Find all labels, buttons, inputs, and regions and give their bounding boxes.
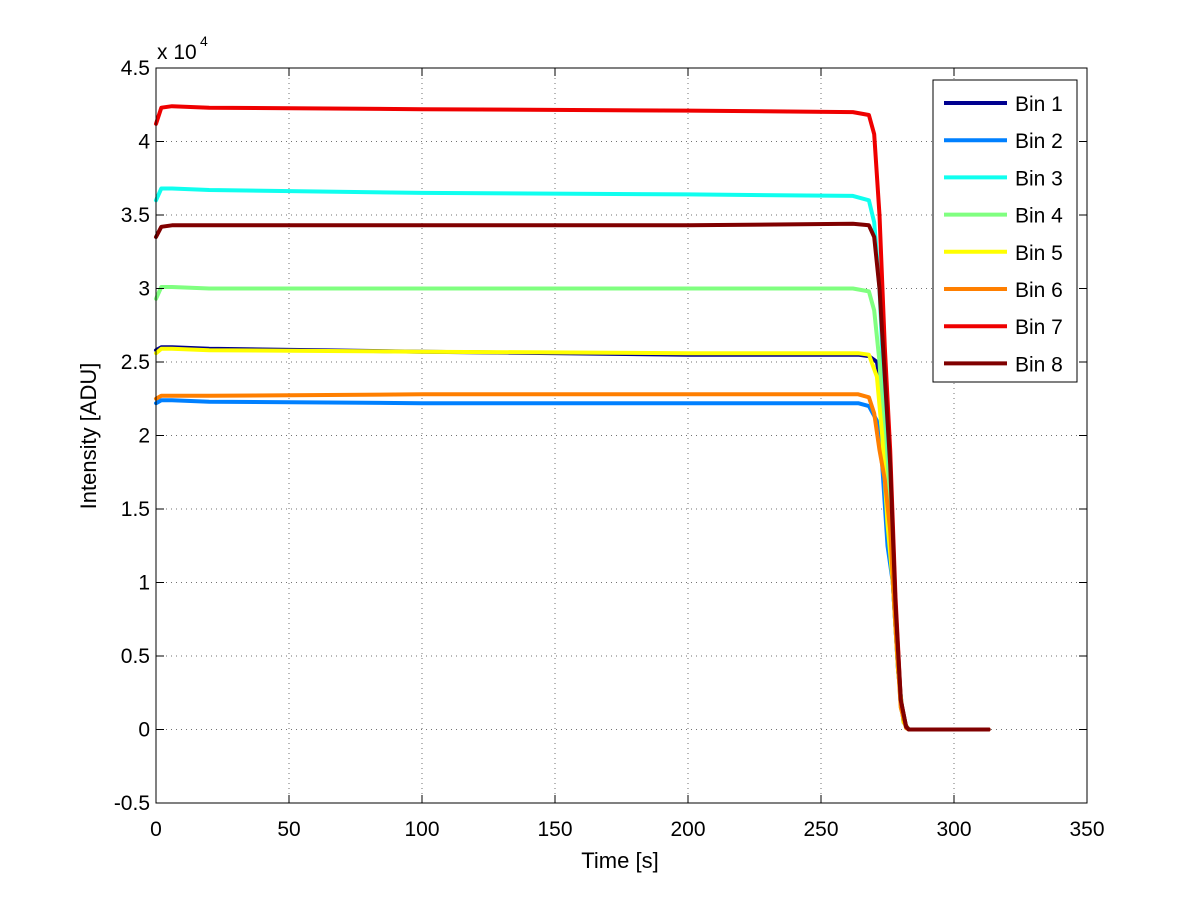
- x-tick-label: 250: [803, 818, 838, 841]
- series-line-bin-8: [154, 221, 991, 732]
- x-tick-label: 0: [150, 818, 162, 841]
- legend-label: Bin 6: [1015, 279, 1063, 302]
- x-tick-labels: 0 50 100 150 200 250 300 350: [150, 818, 1104, 841]
- legend-label: Bin 8: [1015, 353, 1063, 376]
- ticks: [155, 67, 1088, 804]
- legend-label: Bin 4: [1015, 205, 1063, 228]
- y-tick-labels: -0.5 0 0.5 1 1.5 2 2.5 3 3.5 4 4.5: [114, 57, 151, 815]
- x-tick-label: 100: [404, 818, 439, 841]
- x-tick-label: 300: [936, 818, 971, 841]
- legend-label: Bin 7: [1015, 316, 1063, 339]
- x-tick-label: 50: [277, 818, 300, 841]
- legend: Bin 1 Bin 2 Bin 3 Bin 4 Bin 5 Bin 6 Bin 7 Bin 8: [932, 79, 1078, 383]
- legend-label: Bin 3: [1015, 167, 1063, 190]
- x-tick-label: 150: [537, 818, 572, 841]
- y-tick-label: 3: [138, 278, 150, 301]
- y-tick-label: 0.5: [121, 645, 150, 668]
- y-tick-label: 1.5: [121, 498, 150, 521]
- x-axis-label: Time [s]: [581, 848, 658, 873]
- y-multiplier-label: x 10: [157, 41, 197, 64]
- y-tick-label: 2: [138, 425, 150, 448]
- legend-label: Bin 5: [1015, 242, 1063, 265]
- x-tick-label: 200: [670, 818, 705, 841]
- legend-box: [932, 79, 1078, 383]
- y-tick-label: 2.5: [121, 351, 150, 374]
- legend-label: Bin 2: [1015, 130, 1063, 153]
- x-tick-label: 350: [1069, 818, 1104, 841]
- y-tick-label: 4.5: [121, 57, 150, 80]
- y-tick-label: -0.5: [114, 792, 150, 815]
- y-tick-label: 4: [138, 131, 150, 154]
- series-layer: [154, 104, 991, 732]
- y-axis-label: Intensity [ADU]: [76, 363, 101, 510]
- y-multiplier-exponent: 4: [200, 33, 208, 49]
- y-tick-label: 1: [138, 572, 150, 595]
- y-tick-label: 0: [138, 719, 150, 742]
- y-tick-label: 3.5: [121, 204, 150, 227]
- legend-label: Bin 1: [1015, 93, 1063, 116]
